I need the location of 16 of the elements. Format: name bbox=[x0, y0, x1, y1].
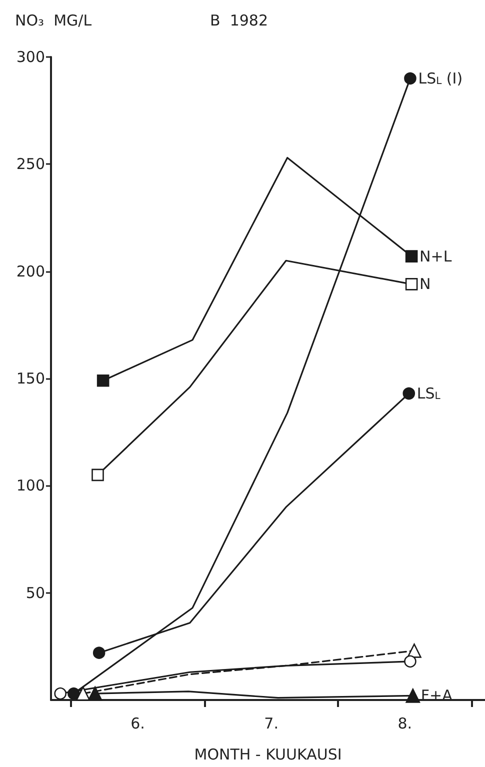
y-tick-label: 300 bbox=[16, 48, 45, 66]
series-label: N+L bbox=[420, 247, 452, 266]
series-label: LSL (I) bbox=[418, 69, 463, 88]
y-tick-label: 250 bbox=[16, 155, 45, 174]
series-label: LSL bbox=[416, 384, 441, 403]
y-tick-label: 100 bbox=[16, 476, 45, 495]
y-tick-label: 50 bbox=[26, 584, 45, 602]
x-axis-title: MONTH - KUUKAUSI bbox=[194, 746, 342, 764]
x-tick-label: 7. bbox=[264, 714, 278, 732]
y-axis-title: NO₃ MG/L bbox=[15, 12, 92, 30]
x-tick-label: 8. bbox=[398, 714, 412, 732]
y-tick-label: 150 bbox=[16, 370, 45, 388]
series-label: N bbox=[420, 275, 431, 294]
x-tick-label: 6. bbox=[130, 714, 145, 732]
chart-title: B 1982 bbox=[210, 12, 268, 30]
y-tick-label: 200 bbox=[16, 262, 45, 280]
